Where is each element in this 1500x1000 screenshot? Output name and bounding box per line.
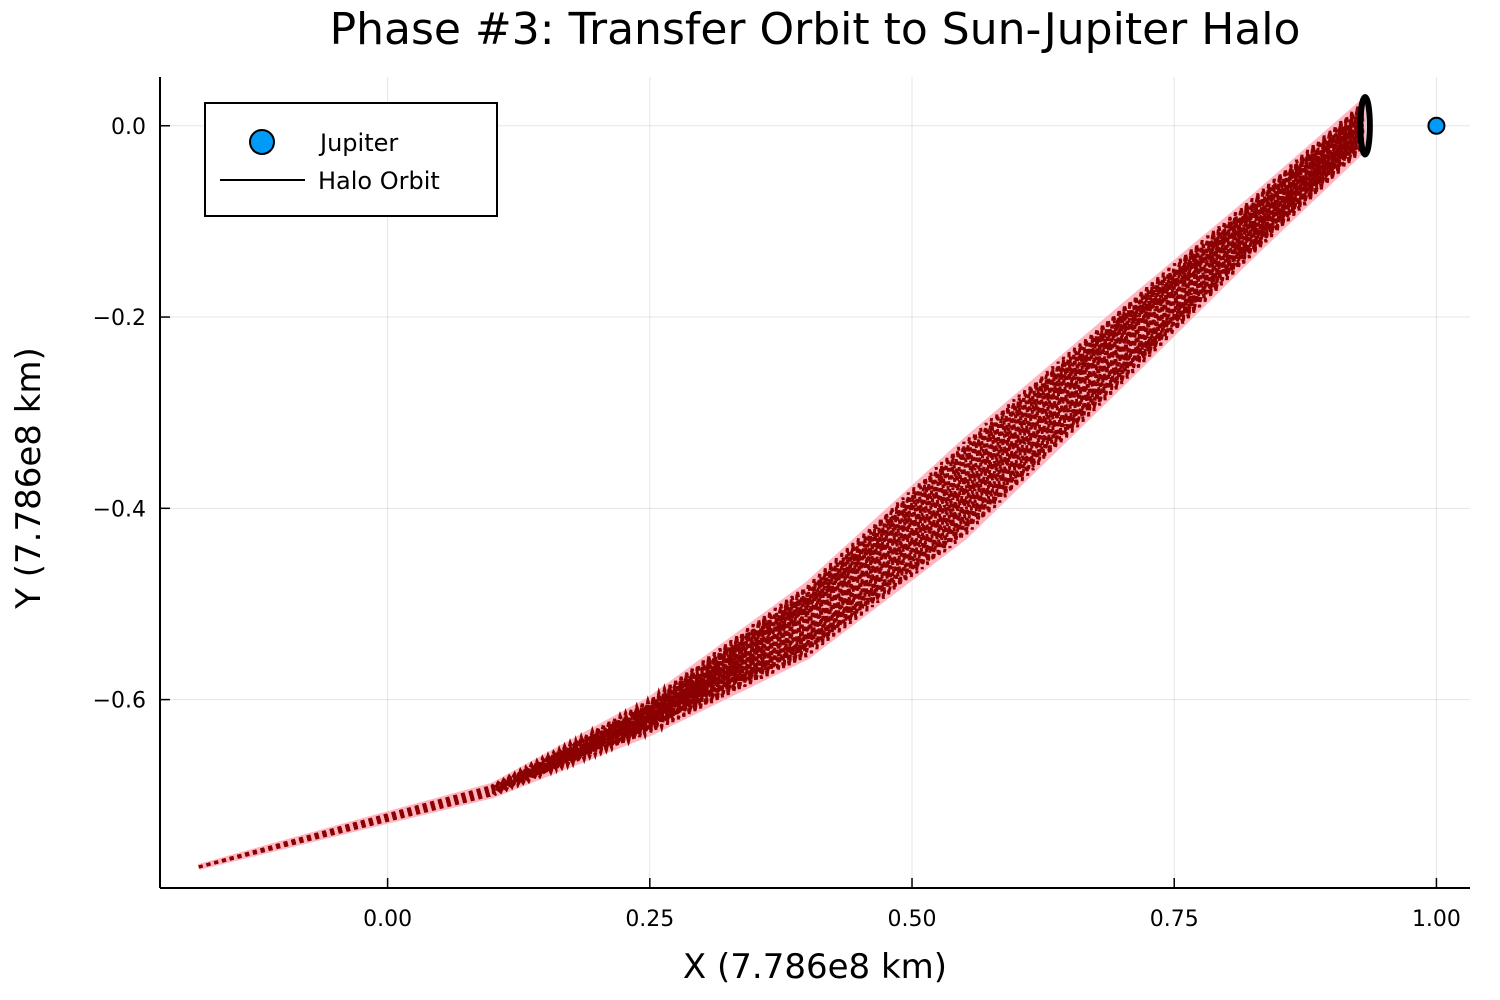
chart-title: Phase #3: Transfer Orbit to Sun-Jupiter … xyxy=(330,4,1301,55)
halo-orbit xyxy=(1357,94,1373,158)
jupiter-point xyxy=(1427,116,1446,135)
transfer-strand xyxy=(198,135,1365,869)
transfer-strand xyxy=(198,124,1365,869)
jupiter-marker xyxy=(1427,116,1446,135)
x-tick-label: 0.00 xyxy=(363,907,412,932)
tick-labels: 0.00 0.25 0.50 0.75 1.00 0.0 −0.2 −0.4 −0.6 xyxy=(93,115,1461,932)
y-tick-label: −0.4 xyxy=(93,497,146,522)
transfer-strand xyxy=(198,130,1365,869)
x-axis-label: X (7.786e8 km) xyxy=(683,947,947,987)
y-tick-label: 0.0 xyxy=(111,115,146,140)
y-axis-label: Y (7.786e8 km) xyxy=(9,347,49,610)
transfer-strand xyxy=(198,103,1365,869)
x-tick-label: 0.75 xyxy=(1150,907,1199,932)
halo-orbit-path xyxy=(1357,94,1373,158)
x-tick-label: 1.00 xyxy=(1412,907,1461,932)
transfer-strand xyxy=(198,114,1365,869)
y-tick-label: −0.2 xyxy=(93,306,146,331)
legend-jupiter-label: Jupiter xyxy=(318,129,398,157)
x-tick-label: 0.25 xyxy=(625,907,674,932)
axes xyxy=(159,77,1470,889)
legend-jupiter-marker xyxy=(249,129,275,155)
legend-halo-label: Halo Orbit xyxy=(318,167,440,195)
transfer-strand xyxy=(198,101,1365,869)
transfer-strand xyxy=(198,108,1365,869)
legend: Jupiter Halo Orbit xyxy=(204,102,498,217)
x-tick-label: 0.50 xyxy=(888,907,937,932)
transfer-orbit-band xyxy=(197,95,1367,870)
y-tick-label: −0.6 xyxy=(93,689,146,714)
legend-box xyxy=(204,102,498,217)
transfer-strand xyxy=(198,119,1365,869)
